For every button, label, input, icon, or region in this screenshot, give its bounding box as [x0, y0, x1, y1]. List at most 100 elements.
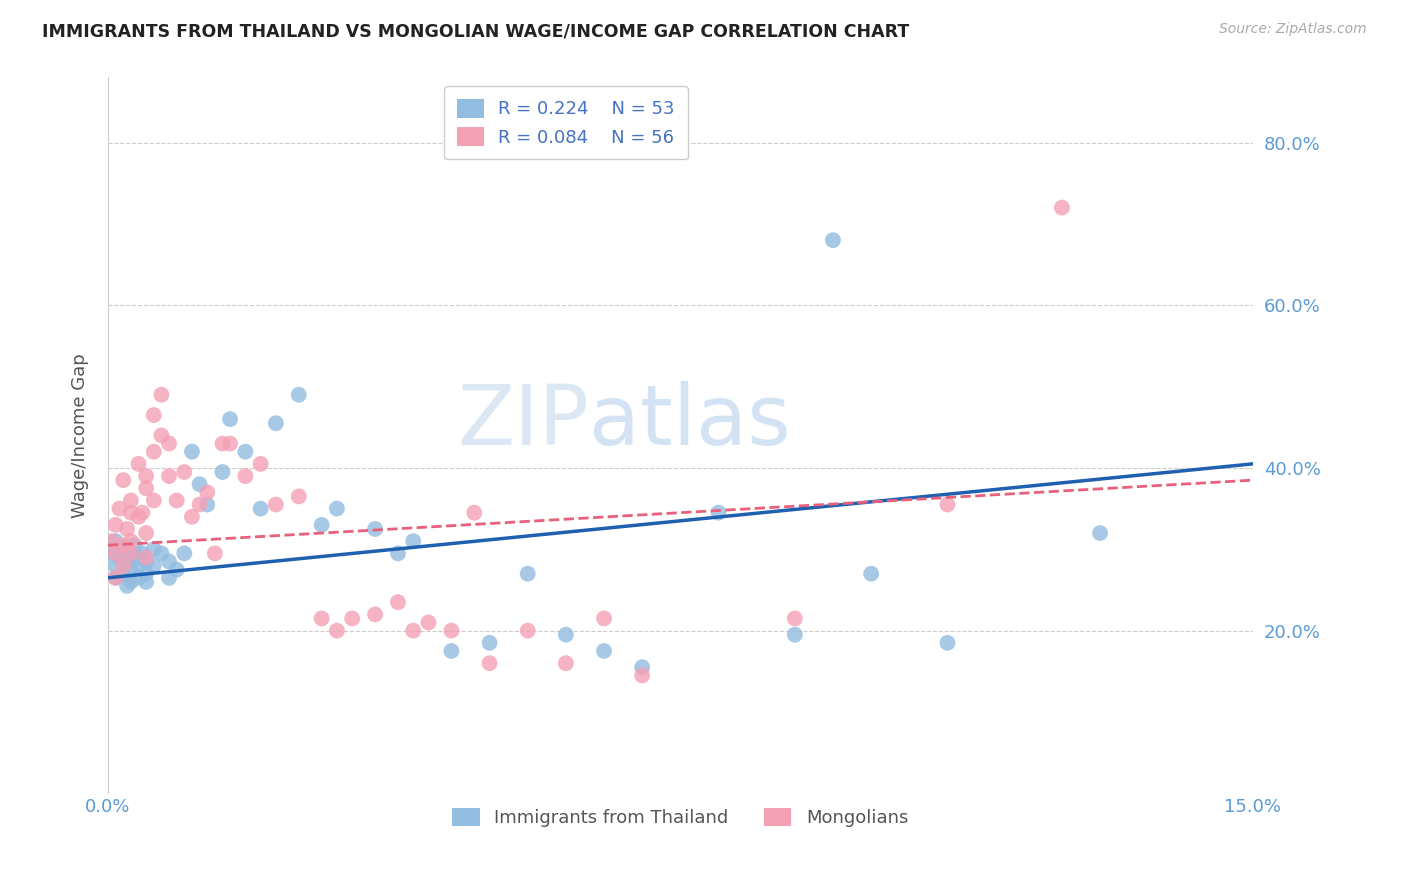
Point	[128, 571, 150, 585]
Point	[131, 506, 153, 520]
Point	[173, 465, 195, 479]
Point	[364, 607, 387, 622]
Point	[112, 566, 135, 581]
Point	[142, 408, 165, 422]
Point	[387, 595, 409, 609]
Text: IMMIGRANTS FROM THAILAND VS MONGOLIAN WAGE/INCOME GAP CORRELATION CHART: IMMIGRANTS FROM THAILAND VS MONGOLIAN WA…	[42, 22, 910, 40]
Point	[593, 611, 616, 625]
Point	[288, 490, 311, 504]
Point	[115, 579, 138, 593]
Point	[188, 498, 211, 512]
Point	[219, 436, 242, 450]
Point	[219, 412, 242, 426]
Text: Source: ZipAtlas.com: Source: ZipAtlas.com	[1219, 22, 1367, 37]
Point	[402, 624, 425, 638]
Point	[235, 469, 257, 483]
Point	[135, 550, 157, 565]
Point	[783, 628, 806, 642]
Point	[115, 522, 138, 536]
Point	[264, 416, 287, 430]
Point	[860, 566, 883, 581]
Point	[124, 538, 146, 552]
Point	[120, 534, 142, 549]
Y-axis label: Wage/Income Gap: Wage/Income Gap	[72, 353, 89, 517]
Point	[516, 566, 538, 581]
Point	[195, 498, 218, 512]
Point	[135, 481, 157, 495]
Point	[120, 506, 142, 520]
Point	[1088, 526, 1111, 541]
Point	[821, 233, 844, 247]
Point	[288, 388, 311, 402]
Point	[104, 546, 127, 560]
Point	[211, 465, 233, 479]
Point	[120, 563, 142, 577]
Point	[157, 554, 180, 568]
Legend: Immigrants from Thailand, Mongolians: Immigrants from Thailand, Mongolians	[446, 801, 915, 834]
Point	[104, 534, 127, 549]
Point	[783, 611, 806, 625]
Point	[128, 509, 150, 524]
Point	[311, 611, 333, 625]
Point	[108, 550, 131, 565]
Point	[264, 498, 287, 512]
Point	[157, 571, 180, 585]
Point	[402, 534, 425, 549]
Point	[326, 501, 349, 516]
Point	[108, 501, 131, 516]
Point	[166, 563, 188, 577]
Point	[631, 668, 654, 682]
Point	[135, 469, 157, 483]
Point	[150, 546, 173, 560]
Point	[131, 546, 153, 560]
Point	[516, 624, 538, 638]
Point	[104, 517, 127, 532]
Point	[364, 522, 387, 536]
Point	[101, 546, 124, 560]
Point	[440, 624, 463, 638]
Point	[150, 428, 173, 442]
Point	[707, 506, 730, 520]
Point	[188, 477, 211, 491]
Point	[478, 636, 501, 650]
Point	[101, 534, 124, 549]
Point	[1050, 201, 1073, 215]
Point	[128, 457, 150, 471]
Point	[135, 526, 157, 541]
Point	[128, 550, 150, 565]
Point	[142, 542, 165, 557]
Point	[463, 506, 485, 520]
Point	[631, 660, 654, 674]
Point	[326, 624, 349, 638]
Point	[120, 493, 142, 508]
Point	[340, 611, 363, 625]
Point	[112, 542, 135, 557]
Point	[112, 538, 135, 552]
Point	[440, 644, 463, 658]
Point	[120, 574, 142, 589]
Point	[166, 493, 188, 508]
Point	[235, 444, 257, 458]
Point	[112, 558, 135, 573]
Point	[104, 571, 127, 585]
Point	[418, 615, 440, 630]
Point	[112, 473, 135, 487]
Point	[115, 554, 138, 568]
Point	[142, 558, 165, 573]
Point	[593, 644, 616, 658]
Point	[387, 546, 409, 560]
Point	[157, 469, 180, 483]
Point	[249, 501, 271, 516]
Point	[128, 558, 150, 573]
Point	[120, 546, 142, 560]
Point	[249, 457, 271, 471]
Point	[157, 436, 180, 450]
Point	[936, 636, 959, 650]
Point	[120, 546, 142, 560]
Point	[135, 574, 157, 589]
Point	[181, 509, 204, 524]
Point	[478, 656, 501, 670]
Point	[104, 571, 127, 585]
Point	[142, 444, 165, 458]
Point	[195, 485, 218, 500]
